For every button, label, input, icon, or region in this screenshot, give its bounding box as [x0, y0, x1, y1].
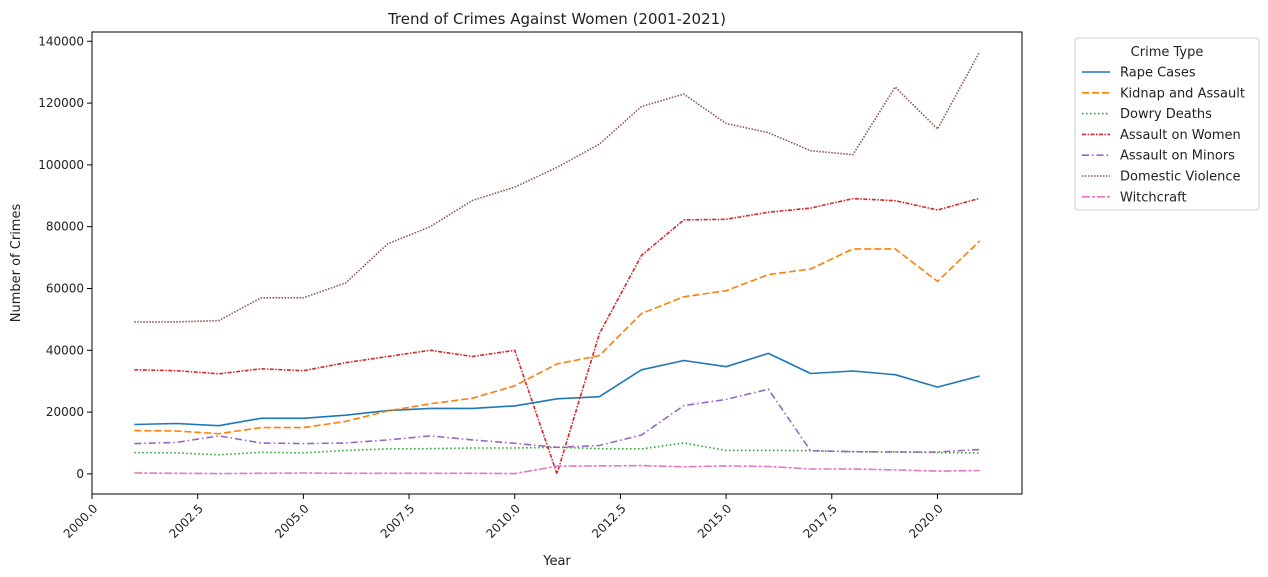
legend-label-assault-on-women: Assault on Women — [1120, 128, 1241, 143]
legend-label-assault-on-minors: Assault on Minors — [1120, 149, 1235, 164]
legend-items: Rape Cases Kidnap and Assault Dowry Deaths… — [1082, 66, 1245, 205]
x-tick-label: 2000.0 — [61, 501, 101, 541]
legend: Crime Type Rape Cases Kidnap and Assault D… — [1074, 37, 1260, 211]
legend-label-dowry-deaths: Dowry Deaths — [1120, 107, 1212, 122]
series-line-rape-cases — [134, 352, 980, 427]
legend-label-domestic-violence: Domestic Violence — [1120, 170, 1241, 185]
series-line-domestic-violence — [134, 51, 981, 323]
plot-frame — [91, 31, 1023, 495]
y-tick-label: 60000 — [46, 281, 84, 295]
series-lines — [134, 51, 981, 475]
x-tick-label: 2005.0 — [272, 501, 312, 541]
legend-label-rape-cases: Rape Cases — [1120, 66, 1196, 81]
y-tick-label: 120000 — [38, 96, 84, 110]
x-axis: 2000.0 2002.5 2005.0 2007.5 2010.0 2012.5 2015… — [61, 494, 946, 541]
legend-title: Crime Type — [1131, 45, 1204, 60]
legend-label-kidnap-and-assault: Kidnap and Assault — [1120, 86, 1245, 101]
y-tick-label: 80000 — [46, 220, 84, 234]
x-tick-label: 2007.5 — [378, 501, 418, 541]
x-tick-label: 2017.5 — [801, 501, 841, 541]
chart-title: Trend of Crimes Against Women (2001-2021… — [387, 10, 726, 28]
y-tick-label: 20000 — [46, 405, 84, 419]
x-tick-label: 2015.0 — [695, 501, 735, 541]
y-tick-label: 140000 — [38, 34, 84, 48]
x-tick-label: 2010.0 — [483, 501, 523, 541]
x-axis-label: Year — [542, 554, 571, 569]
series-line-dowry-deaths — [134, 442, 980, 456]
series-line-assault-on-women — [134, 197, 980, 475]
y-tick-label: 40000 — [46, 343, 84, 357]
legend-frame — [1074, 37, 1260, 211]
y-axis: 0 20000 40000 60000 80000 100000 120000 140000 — [38, 34, 92, 481]
plot-area: 2000.0 2002.5 2005.0 2007.5 2010.0 2012.5 2015… — [38, 31, 1023, 541]
x-tick-label: 2012.5 — [589, 501, 629, 541]
x-tick-label: 2002.5 — [166, 501, 206, 541]
y-axis-label: Number of Crimes — [9, 204, 24, 323]
x-tick-label: 2020.0 — [906, 501, 946, 541]
series-line-witchcraft — [134, 464, 980, 475]
y-tick-label: 0 — [76, 467, 84, 481]
series-line-assault-on-minors — [134, 388, 980, 453]
legend-label-witchcraft: Witchcraft — [1120, 190, 1187, 205]
series-line-kidnap-and-assault — [134, 240, 981, 435]
y-tick-label: 100000 — [38, 158, 84, 172]
